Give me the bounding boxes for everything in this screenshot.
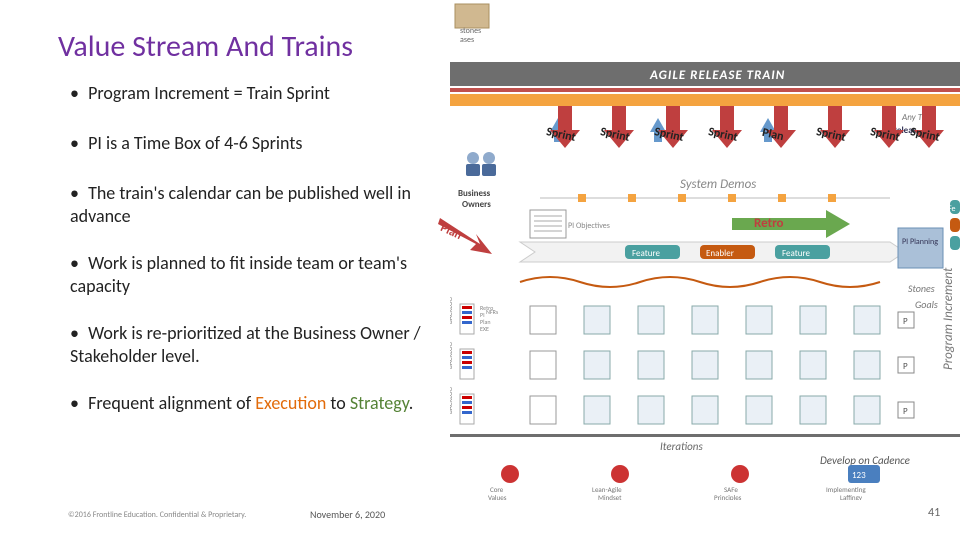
bullet-marker: • (70, 252, 84, 275)
retro-arrow (732, 210, 852, 245)
svg-text:Owners: Owners (462, 199, 491, 210)
bullet-text: The train's calendar can be published we… (70, 182, 411, 227)
feature-label: Feature (632, 248, 660, 259)
releases-label: ases (460, 35, 474, 45)
iterations-label: Iterations (660, 440, 703, 453)
bullet-5: • Work is re-prioritized at the Business… (70, 322, 450, 369)
system-demos-label: System Demos (680, 177, 756, 192)
bullet-text: PI is a Time Box of 4-6 Sprints (88, 132, 302, 154)
bullet-marker: • (70, 82, 84, 105)
svg-text:Feature: Feature (782, 248, 810, 259)
svg-text:P: P (903, 316, 908, 327)
retro-arrow-label: Retro (754, 216, 784, 231)
team-rows: BACKLOG Retro PI Plan EXE (450, 296, 914, 424)
pi-planning-label: PI Planning (902, 237, 938, 247)
stories-label: Stones (908, 282, 935, 295)
svg-text:123: 123 (852, 470, 866, 481)
svg-text:BACKLOG: BACKLOG (450, 386, 454, 414)
svg-text:PI Objectives: PI Objectives (568, 221, 610, 231)
svg-text:P: P (903, 361, 908, 372)
safe-diagram: stones ases AGILE RELEASE TRAIN Business… (450, 0, 960, 500)
slide-title: Value Stream And Trains (58, 28, 353, 65)
svg-text:NFRs: NFRs (486, 308, 499, 316)
bullet-2: • PI is a Time Box of 4-6 Sprints (70, 132, 450, 155)
svg-text:Values: Values (488, 493, 507, 500)
program-increment-label: Program Increment (941, 267, 956, 370)
svg-text:BACKLOG: BACKLOG (450, 296, 454, 324)
bullet-marker: • (70, 392, 84, 415)
bullet-6: • Frequent alignment of Execution to Str… (70, 392, 450, 415)
svg-text:Fe: Fe (948, 204, 956, 214)
footer-page-number: 41 (928, 506, 940, 520)
business-owners-label: Business (458, 188, 491, 199)
bullet-3: • The train's calendar can be published … (70, 182, 430, 229)
bullet-1: • Program Increment = Train Sprint (70, 82, 450, 105)
svg-text:Laffingy: Laffingy (840, 493, 863, 500)
svg-text:Mindset: Mindset (598, 493, 622, 500)
bullet-text: Program Increment = Train Sprint (88, 82, 330, 104)
bullet-marker: • (70, 322, 84, 345)
svg-text:P: P (903, 406, 908, 417)
bullet-4: • Work is planned to fit inside team or … (70, 252, 430, 299)
bullet-text: Work is planned to fit inside team or te… (70, 252, 407, 297)
bullet-text: Frequent alignment of Execution to Strat… (88, 392, 413, 414)
enabler-label: Enabler (706, 248, 734, 259)
bullet-marker: • (70, 182, 84, 205)
goals-label: Goals (915, 298, 938, 311)
svg-text:Principles: Principles (714, 493, 742, 500)
svg-text:EXE: EXE (480, 325, 489, 333)
svg-text:BACKLOG: BACKLOG (450, 341, 454, 369)
footer-copyright: ©2016 Frontline Education. Confidential … (68, 510, 246, 520)
bullet-text: Work is re-prioritized at the Business O… (70, 322, 421, 367)
bullet-marker: • (70, 132, 84, 155)
footer-date: November 6, 2020 (310, 508, 385, 521)
agile-release-train-label: AGILE RELEASE TRAIN (649, 68, 785, 83)
